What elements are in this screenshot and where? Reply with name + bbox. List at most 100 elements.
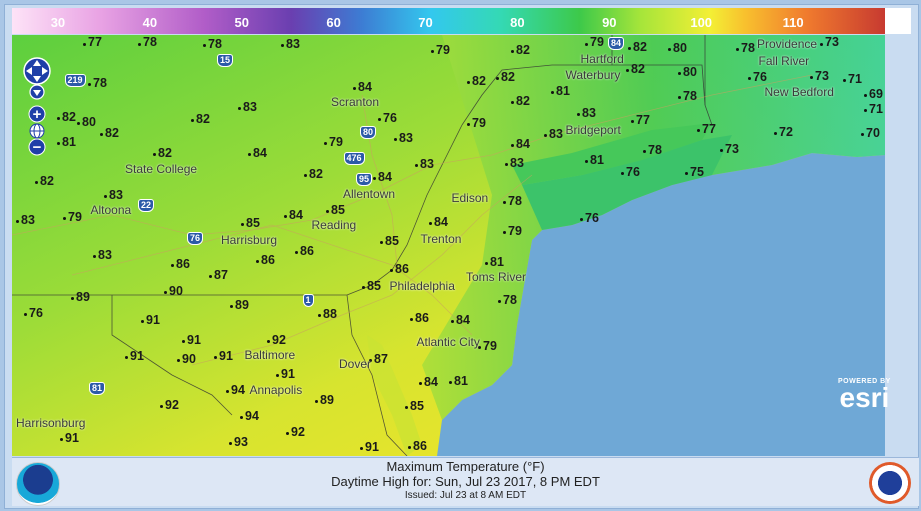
temperature-label[interactable]: 94: [226, 382, 245, 397]
temperature-label[interactable]: 76: [621, 164, 640, 179]
temperature-label[interactable]: 76: [24, 305, 43, 320]
temperature-label[interactable]: 84: [353, 79, 372, 94]
temperature-label[interactable]: 83: [544, 126, 563, 141]
temperature-label[interactable]: 94: [240, 408, 259, 423]
temperature-label[interactable]: 85: [362, 278, 381, 293]
temperature-label[interactable]: 79: [63, 209, 82, 224]
temperature-label[interactable]: 78: [138, 35, 157, 49]
pan-down-button[interactable]: [29, 84, 45, 100]
temperature-label[interactable]: 86: [408, 438, 427, 453]
temperature-label[interactable]: 80: [668, 40, 687, 55]
temperature-label[interactable]: 81: [551, 83, 570, 98]
temperature-label[interactable]: 91: [182, 332, 201, 347]
temperature-label[interactable]: 83: [104, 187, 123, 202]
temperature-label[interactable]: 91: [141, 312, 160, 327]
temperature-label[interactable]: 82: [191, 111, 210, 126]
temperature-label[interactable]: 91: [125, 348, 144, 363]
temperature-label[interactable]: 91: [360, 439, 379, 454]
temperature-label[interactable]: 86: [390, 261, 409, 276]
temperature-label[interactable]: 79: [431, 42, 450, 57]
temperature-label[interactable]: 79: [478, 338, 497, 353]
temperature-label[interactable]: 82: [496, 69, 515, 84]
temperature-label[interactable]: 82: [100, 125, 119, 140]
zoom-out-button[interactable]: [28, 138, 46, 156]
temperature-label[interactable]: 73: [810, 68, 829, 83]
temperature-label[interactable]: 77: [83, 35, 102, 49]
pan-arrows-icon[interactable]: [23, 57, 51, 85]
temperature-label[interactable]: 91: [60, 430, 79, 445]
zoom-in-button[interactable]: [28, 105, 46, 123]
globe-icon[interactable]: [29, 123, 45, 139]
temperature-label[interactable]: 81: [449, 373, 468, 388]
temperature-label[interactable]: 78: [503, 193, 522, 208]
temperature-label[interactable]: 78: [678, 88, 697, 103]
temperature-label[interactable]: 78: [203, 36, 222, 51]
temperature-label[interactable]: 79: [324, 134, 343, 149]
temperature-label[interactable]: 85: [326, 202, 345, 217]
temperature-label[interactable]: 84: [419, 374, 438, 389]
esri-attribution[interactable]: POWERED BY esri: [838, 378, 891, 412]
temperature-label[interactable]: 84: [511, 136, 530, 151]
temperature-label[interactable]: 80: [77, 114, 96, 129]
temperature-label[interactable]: 78: [498, 292, 517, 307]
temperature-label[interactable]: 89: [71, 289, 90, 304]
temperature-label[interactable]: 85: [405, 398, 424, 413]
temperature-label[interactable]: 91: [214, 348, 233, 363]
temperature-label[interactable]: 81: [57, 134, 76, 149]
temperature-label[interactable]: 79: [585, 35, 604, 49]
temperature-label[interactable]: 82: [511, 42, 530, 57]
temperature-label[interactable]: 92: [267, 332, 286, 347]
temperature-label[interactable]: 71: [864, 101, 883, 116]
temperature-label[interactable]: 75: [685, 164, 704, 179]
temperature-label[interactable]: 86: [410, 310, 429, 325]
temperature-label[interactable]: 89: [230, 297, 249, 312]
temperature-label[interactable]: 70: [861, 125, 880, 140]
temperature-label[interactable]: 79: [503, 223, 522, 238]
temperature-label[interactable]: 71: [843, 71, 862, 86]
temperature-label[interactable]: 86: [295, 243, 314, 258]
temperature-label[interactable]: 87: [209, 267, 228, 282]
temperature-label[interactable]: 83: [16, 212, 35, 227]
temperature-label[interactable]: 83: [577, 105, 596, 120]
temperature-label[interactable]: 93: [229, 434, 248, 449]
temperature-label[interactable]: 82: [57, 109, 76, 124]
temperature-label[interactable]: 84: [248, 145, 267, 160]
temperature-label[interactable]: 92: [160, 397, 179, 412]
temperature-label[interactable]: 77: [631, 112, 650, 127]
temperature-label[interactable]: 73: [720, 141, 739, 156]
temperature-label[interactable]: 82: [304, 166, 323, 181]
temperature-label[interactable]: 88: [318, 306, 337, 321]
temperature-label[interactable]: 69: [864, 86, 883, 101]
temperature-label[interactable]: 86: [171, 256, 190, 271]
temperature-label[interactable]: 91: [276, 366, 295, 381]
temperature-label[interactable]: 83: [238, 99, 257, 114]
temperature-label[interactable]: 83: [93, 247, 112, 262]
temperature-label[interactable]: 77: [697, 121, 716, 136]
temperature-label[interactable]: 82: [467, 73, 486, 88]
temperature-label[interactable]: 81: [585, 152, 604, 167]
temperature-label[interactable]: 85: [241, 215, 260, 230]
temperature-label[interactable]: 80: [678, 64, 697, 79]
temperature-label[interactable]: 73: [820, 35, 839, 49]
temperature-label[interactable]: 83: [281, 36, 300, 51]
temperature-label[interactable]: 85: [380, 233, 399, 248]
temperature-label[interactable]: 87: [369, 351, 388, 366]
temperature-label[interactable]: 84: [373, 169, 392, 184]
temperature-label[interactable]: 76: [748, 69, 767, 84]
temperature-label[interactable]: 82: [511, 93, 530, 108]
temperature-label[interactable]: 83: [415, 156, 434, 171]
temperature-label[interactable]: 83: [394, 130, 413, 145]
temperature-label[interactable]: 90: [177, 351, 196, 366]
temperature-label[interactable]: 72: [774, 124, 793, 139]
temperature-label[interactable]: 83: [505, 155, 524, 170]
temperature-label[interactable]: 84: [284, 207, 303, 222]
temperature-label[interactable]: 89: [315, 392, 334, 407]
temperature-label[interactable]: 78: [736, 40, 755, 55]
temperature-label[interactable]: 92: [286, 424, 305, 439]
temperature-label[interactable]: 78: [88, 75, 107, 90]
temperature-label[interactable]: 76: [378, 110, 397, 125]
temperature-label[interactable]: 82: [628, 39, 647, 54]
temperature-label[interactable]: 90: [164, 283, 183, 298]
temperature-label[interactable]: 86: [256, 252, 275, 267]
temperature-label[interactable]: 82: [35, 173, 54, 188]
